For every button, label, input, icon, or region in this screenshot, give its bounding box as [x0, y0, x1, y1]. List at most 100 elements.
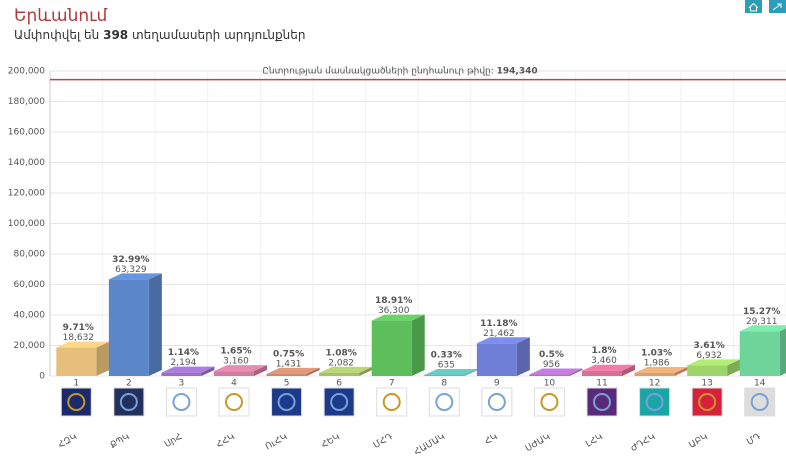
- y-tick-label: 140,000: [8, 158, 45, 168]
- bar-top: [161, 366, 215, 373]
- subtitle-number: 398: [103, 28, 128, 42]
- category-number: 7: [389, 379, 395, 389]
- party-logo: [165, 387, 197, 417]
- bar-top: [214, 365, 267, 372]
- bar-side: [411, 314, 425, 376]
- bar: [319, 372, 360, 376]
- bar: [424, 375, 465, 376]
- x-tick-label: ԺԴՀԿ: [629, 432, 657, 454]
- party-logo-mark: [435, 393, 454, 411]
- bar: [161, 372, 202, 376]
- bar-side: [359, 366, 373, 376]
- percent-label: 15.27%: [743, 307, 781, 317]
- bar-top: [687, 359, 741, 366]
- x-tick-label: ՀԱՄԱԿ: [413, 432, 447, 458]
- value-label: 635: [438, 361, 455, 371]
- party-logo: [113, 387, 145, 417]
- category-number: 9: [494, 379, 500, 389]
- value-label: 3,460: [591, 356, 617, 366]
- category-number: 5: [284, 379, 290, 389]
- party-logo-mark: [698, 393, 717, 411]
- bar-side: [674, 366, 688, 376]
- category-number: 3: [179, 379, 185, 389]
- bar: [529, 374, 570, 376]
- share-icon: [772, 3, 782, 11]
- bar-top: [319, 366, 373, 373]
- party-logo-mark: [645, 393, 664, 411]
- percent-label: 3.61%: [694, 341, 725, 351]
- bar-side: [306, 367, 320, 376]
- bar-top: [371, 314, 425, 321]
- bar: [371, 320, 412, 376]
- bar: [582, 370, 622, 376]
- bar-top: [529, 368, 583, 375]
- subtitle-end: տեղամասերի արդյունքներ: [132, 28, 306, 42]
- percent-label: 1.08%: [326, 348, 357, 358]
- bar: [108, 279, 149, 376]
- bar-side: [622, 364, 635, 376]
- party-logo: [218, 387, 250, 417]
- bar-side: [464, 369, 478, 376]
- percent-label: 0.33%: [431, 351, 462, 361]
- party-logo: [60, 387, 92, 417]
- y-tick-label: 80,000: [14, 250, 46, 260]
- reference-text: Ընտրության մասնակցածների ընդհանուր թիվը:: [262, 66, 493, 76]
- party-logo-mark: [540, 393, 559, 411]
- home-button[interactable]: [745, 0, 762, 13]
- value-label: 36,300: [378, 306, 410, 316]
- value-label: 21,462: [483, 329, 515, 339]
- category-number: 4: [231, 379, 237, 389]
- bar: [214, 371, 254, 376]
- x-tick-label: ԼՀԿ: [584, 432, 604, 450]
- percent-label: 1.03%: [641, 348, 672, 358]
- percent-label: 9.71%: [63, 323, 94, 333]
- y-tick-label: 20,000: [14, 341, 46, 351]
- party-logo-mark: [487, 393, 506, 411]
- reference-label: Ընտրության մասնակցածների ընդհանուր թիվը:…: [262, 66, 537, 76]
- home-icon: [748, 2, 759, 12]
- chart-subtitle: Ամփոփվել են 398 տեղամասերի արդյունքներ: [14, 28, 306, 42]
- party-logo-mark: [172, 393, 191, 411]
- category-number: 8: [441, 379, 447, 389]
- bar-side: [516, 337, 530, 376]
- y-tick-label: 40,000: [14, 311, 46, 321]
- y-tick-label: 180,000: [8, 97, 45, 107]
- x-tick-label: ՍրՀ: [163, 432, 184, 450]
- value-label: 18,632: [63, 333, 95, 343]
- value-label: 1,431: [276, 359, 302, 369]
- percent-label: 1.65%: [220, 347, 251, 357]
- category-number: 10: [544, 379, 556, 389]
- bar-top: [634, 366, 688, 373]
- percent-label: 32.99%: [112, 255, 150, 265]
- plot-area: 0 20,000 40,000 60,000 80,000 100,000 120,000 1…: [8, 66, 786, 458]
- bar-side: [569, 368, 583, 376]
- party-logo-mark: [330, 393, 349, 411]
- bar-top: [739, 325, 786, 332]
- category-number: 11: [596, 379, 607, 389]
- percent-label: 1.14%: [168, 348, 199, 358]
- bar-top: [476, 337, 530, 344]
- party-logo: [639, 387, 671, 417]
- party-logo-mark: [119, 393, 138, 411]
- bar: [687, 365, 728, 376]
- y-tick-label: 120,000: [8, 189, 45, 199]
- party-logo-mark: [593, 393, 611, 411]
- y-tick-label: 200,000: [8, 67, 45, 77]
- percent-label: 11.18%: [480, 319, 518, 329]
- bar: [634, 372, 675, 376]
- bar-side: [201, 366, 215, 376]
- category-number: 13: [701, 379, 712, 389]
- reference-value: 194,340: [497, 66, 538, 76]
- bar-side: [779, 328, 786, 376]
- value-label: 2,082: [328, 358, 354, 368]
- bar-side: [96, 341, 110, 376]
- bar-top: [56, 341, 110, 348]
- x-tick-label: ՀԿ: [483, 432, 499, 447]
- value-label: 2,194: [171, 358, 197, 368]
- y-tick-label: 60,000: [14, 280, 46, 290]
- value-label: 63,329: [115, 265, 147, 275]
- category-number: 1: [73, 379, 79, 389]
- x-tick-label: ՄՀԴ: [372, 432, 395, 451]
